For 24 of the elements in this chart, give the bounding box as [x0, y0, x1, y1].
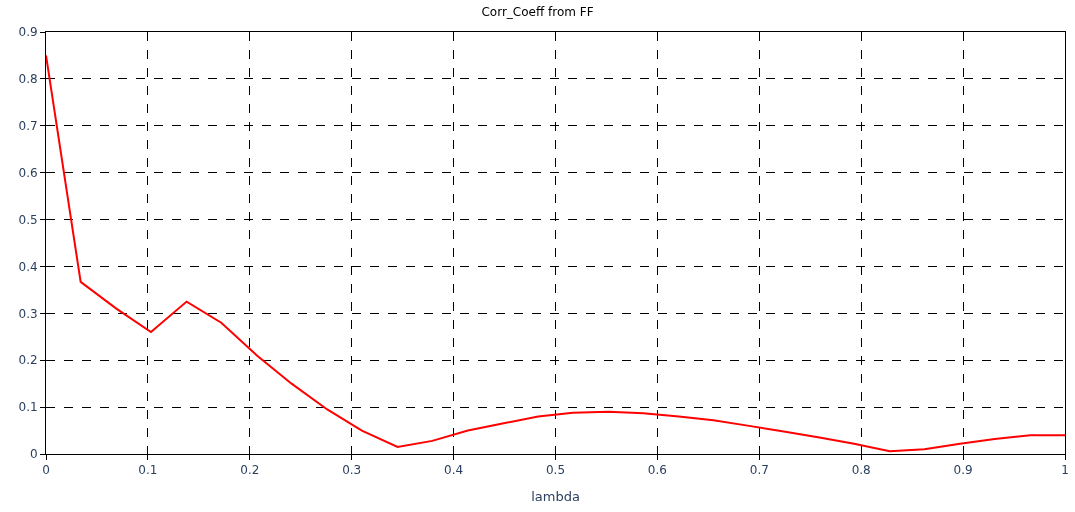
x-tick-label: 0.1: [138, 463, 158, 478]
y-tick-label: 0.4: [18, 259, 38, 274]
x-tick-label: 1: [1061, 463, 1069, 478]
x-tick-label: 0.7: [749, 463, 769, 478]
x-tick-label: 0.9: [953, 463, 973, 478]
line-series: [46, 54, 1065, 453]
y-tick-label: 0.5: [18, 212, 38, 227]
y-tick-label: 0.8: [18, 72, 38, 87]
x-axis-title: lambda: [531, 489, 580, 504]
x-tick-label: 0.6: [647, 463, 667, 478]
x-tick-label: 0.4: [444, 463, 464, 478]
x-tick-label: 0.2: [240, 463, 260, 478]
y-tick-label: 0.2: [18, 353, 38, 368]
y-tick-label: 0: [29, 447, 38, 462]
x-tick-label: 0.8: [851, 463, 871, 478]
x-tick-label: 0.5: [545, 463, 566, 478]
y-tick-label: 0.7: [18, 118, 38, 133]
chart-title: Corr_Coeff from FF: [481, 5, 594, 20]
y-tick-label: 0.1: [18, 400, 38, 415]
x-tick-label: 0.3: [342, 463, 362, 478]
x-tick-label: 0: [42, 463, 50, 478]
y-tick-label: 0.9: [18, 25, 38, 40]
y-tick-label: 0.6: [18, 165, 38, 180]
y-tick-label: 0.3: [18, 306, 38, 321]
